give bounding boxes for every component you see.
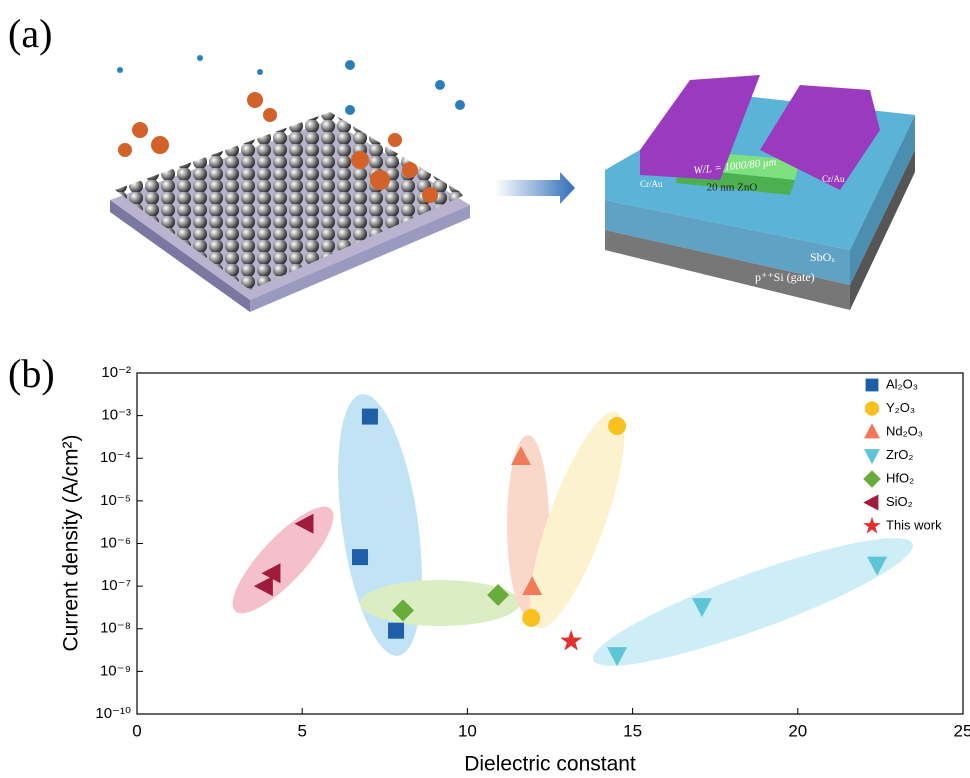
y-tick-label: 10⁻⁷ <box>101 577 131 594</box>
group-ellipse <box>219 494 347 626</box>
x-axis-label: Dielectric constant <box>464 753 636 776</box>
legend-label: ZrO₂ <box>886 447 913 462</box>
electrode-label: Cr/Au <box>822 174 845 184</box>
legend-marker <box>863 495 878 511</box>
group-ellipse <box>584 518 923 687</box>
legend-marker <box>866 379 879 392</box>
legend-label: Al₂O₃ <box>886 376 918 391</box>
data-point <box>560 630 582 651</box>
data-point <box>388 623 404 639</box>
figure: (a) Cr/Au Cr/Au W/L = 1000/80 μm 20 nm Z… <box>0 0 970 778</box>
y-tick-label: 10⁻⁶ <box>100 534 131 551</box>
molecules <box>117 55 465 115</box>
x-tick-label: 20 <box>788 721 807 740</box>
data-point <box>362 409 378 425</box>
panel-label: (b) <box>8 351 55 396</box>
y-tick-label: 10⁻⁸ <box>100 620 131 637</box>
legend-marker <box>864 423 880 438</box>
arrow <box>495 172 575 204</box>
legend-marker <box>863 517 880 534</box>
y-tick-label: 10⁻³ <box>101 407 131 424</box>
y-axis-label: Current density (A/cm²) <box>60 434 83 651</box>
illustration: (a) Cr/Au Cr/Au W/L = 1000/80 μm 20 nm Z… <box>8 11 915 312</box>
y-tick-label: 10⁻² <box>101 364 131 381</box>
gate-label: p⁺⁺Si (gate) <box>755 270 815 284</box>
sphere-layer <box>115 112 465 290</box>
legend-label: This work <box>886 517 942 532</box>
legend-marker <box>863 470 881 488</box>
legend-label: Nd₂O₃ <box>886 423 923 438</box>
y-tick-label: 10⁻⁹ <box>100 662 131 679</box>
y-tick-label: 10⁻⁵ <box>100 492 131 509</box>
legend-label: Y₂O₃ <box>886 400 915 415</box>
x-tick-label: 10 <box>458 721 477 740</box>
x-tick-label: 0 <box>132 721 141 740</box>
x-tick-label: 15 <box>623 721 642 740</box>
y-tick-label: 10⁻¹⁰ <box>95 705 131 722</box>
x-tick-label: 25 <box>954 721 970 740</box>
legend-marker <box>864 449 880 464</box>
data-point <box>608 417 626 435</box>
data-point <box>352 549 368 565</box>
y-tick-label: 10⁻⁴ <box>100 449 131 466</box>
x-tick-label: 5 <box>297 721 306 740</box>
electrode-label: Cr/Au <box>640 179 663 189</box>
dielectric-label: SbOₓ <box>810 250 835 264</box>
legend-label: SiO₂ <box>886 494 913 509</box>
panel-label: (a) <box>8 11 52 56</box>
data-point <box>522 609 540 627</box>
legend-label: HfO₂ <box>886 470 914 485</box>
legend-marker <box>865 401 879 415</box>
channel-label: 20 nm ZnO <box>707 182 758 194</box>
